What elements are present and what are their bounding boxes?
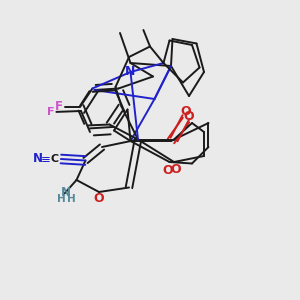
Text: F: F [55, 100, 63, 113]
Text: N: N [33, 152, 43, 166]
Text: F: F [47, 107, 55, 117]
Text: H: H [67, 194, 76, 204]
Text: O: O [170, 163, 181, 176]
Text: N: N [125, 65, 135, 78]
Text: O: O [183, 110, 194, 123]
Text: ≡: ≡ [41, 152, 51, 166]
Text: O: O [94, 192, 104, 205]
Text: O: O [181, 105, 191, 118]
Text: O: O [163, 164, 173, 177]
Text: H: H [56, 194, 65, 205]
Text: C: C [50, 154, 58, 164]
Text: N: N [61, 185, 71, 199]
